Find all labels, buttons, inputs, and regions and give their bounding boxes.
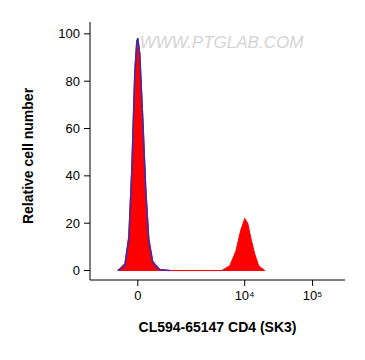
chart: WWW.PTGLAB.COM 0 20 40 60 80 100 0 10⁴ 10⁵ CL594-6… bbox=[0, 0, 365, 360]
x-tick bbox=[244, 280, 245, 286]
y-tick bbox=[84, 223, 90, 224]
histogram-line bbox=[118, 39, 170, 271]
y-tick bbox=[84, 175, 90, 176]
y-tick-label: 100 bbox=[58, 26, 80, 41]
y-tick bbox=[84, 81, 90, 82]
y-tick bbox=[84, 33, 90, 34]
y-tick bbox=[84, 128, 90, 129]
y-axis bbox=[90, 22, 91, 280]
watermark: WWW.PTGLAB.COM bbox=[140, 33, 305, 52]
y-tick-label: 20 bbox=[66, 216, 80, 231]
x-tick-label: 10⁴ bbox=[235, 288, 255, 303]
x-tick-label: 0 bbox=[134, 288, 141, 303]
y-tick-label: 0 bbox=[73, 263, 80, 278]
y-tick-label: 60 bbox=[66, 121, 80, 136]
y-tick bbox=[84, 270, 90, 271]
x-tick bbox=[312, 280, 313, 286]
histogram-area bbox=[118, 39, 265, 271]
x-tick-label: 10⁵ bbox=[303, 288, 323, 303]
y-tick-label: 40 bbox=[66, 168, 80, 183]
x-axis-label: CL594-65147 CD4 (SK3) bbox=[139, 319, 297, 335]
y-tick-label: 80 bbox=[66, 74, 80, 89]
marks bbox=[118, 39, 265, 271]
y-axis-label: Relative cell number bbox=[20, 87, 36, 224]
x-tick bbox=[137, 280, 138, 286]
x-axis bbox=[90, 280, 345, 281]
